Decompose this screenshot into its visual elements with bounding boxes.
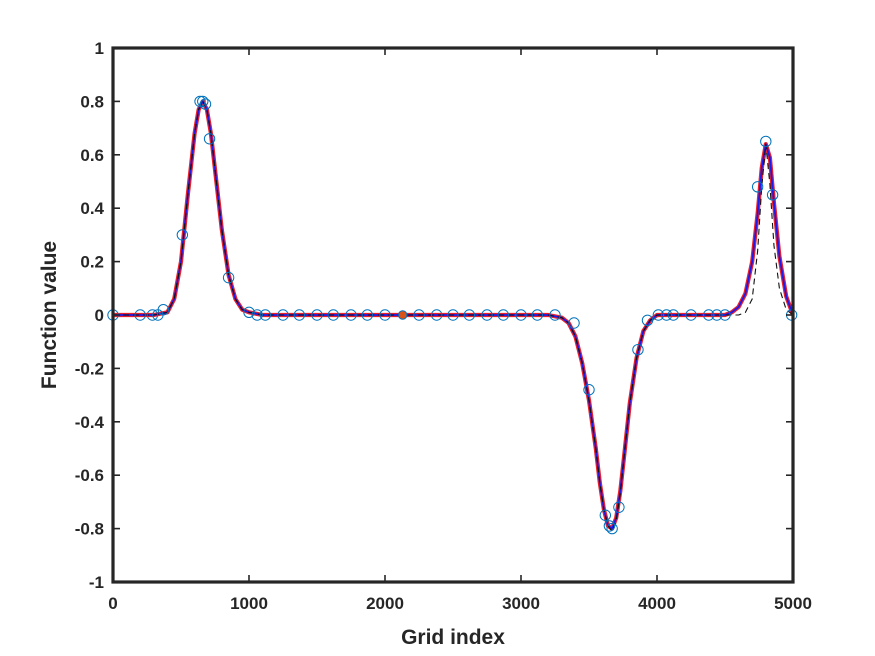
y-tick-label: -0.6 [75, 466, 104, 485]
y-tick-label: 0.2 [80, 253, 104, 272]
y-tick-label: 0 [95, 306, 104, 325]
highlight-point-marker [398, 311, 406, 319]
x-tick-label: 4000 [638, 594, 676, 613]
y-tick-label: 0.8 [80, 92, 104, 111]
x-tick-label: 0 [108, 594, 117, 613]
x-tick-label: 1000 [230, 594, 268, 613]
y-tick-label: 1 [95, 39, 104, 58]
y-tick-label: -0.8 [75, 520, 104, 539]
x-tick-label: 3000 [502, 594, 540, 613]
x-tick-label: 5000 [774, 594, 812, 613]
x-axis-title: Grid index [401, 626, 505, 649]
y-tick-label: 0.6 [80, 146, 104, 165]
y-tick-label: -1 [89, 573, 104, 592]
y-tick-label: -0.4 [75, 413, 105, 432]
y-axis-title: Function value [38, 241, 61, 389]
y-tick-label: 0.4 [80, 199, 104, 218]
y-tick-label: -0.2 [75, 359, 104, 378]
x-tick-label: 2000 [366, 594, 404, 613]
